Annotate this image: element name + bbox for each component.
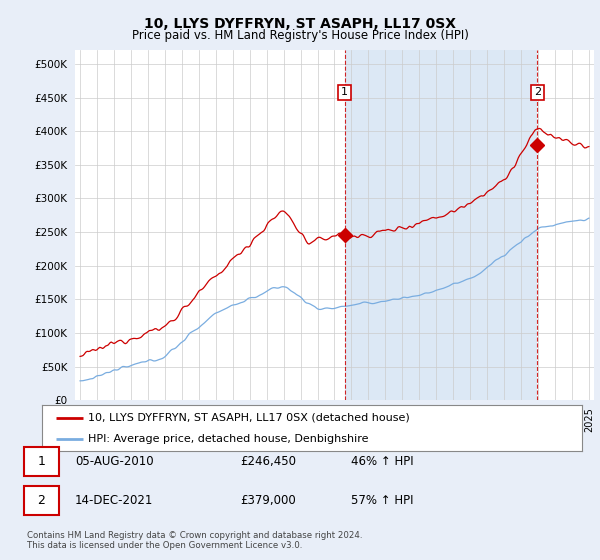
Text: Contains HM Land Registry data © Crown copyright and database right 2024.
This d: Contains HM Land Registry data © Crown c… [27, 531, 362, 550]
Text: £246,450: £246,450 [240, 455, 296, 468]
Text: 10, LLYS DYFFRYN, ST ASAPH, LL17 0SX (detached house): 10, LLYS DYFFRYN, ST ASAPH, LL17 0SX (de… [88, 413, 410, 423]
Text: 05-AUG-2010: 05-AUG-2010 [75, 455, 154, 468]
Text: 1: 1 [341, 87, 348, 97]
Text: 14-DEC-2021: 14-DEC-2021 [75, 494, 154, 507]
Text: 46% ↑ HPI: 46% ↑ HPI [351, 455, 413, 468]
Bar [344, 50, 538, 400]
Text: 10, LLYS DYFFRYN, ST ASAPH, LL17 0SX: 10, LLYS DYFFRYN, ST ASAPH, LL17 0SX [144, 17, 456, 31]
Text: 2: 2 [534, 87, 541, 97]
Text: Price paid vs. HM Land Registry's House Price Index (HPI): Price paid vs. HM Land Registry's House … [131, 29, 469, 42]
Text: 2: 2 [37, 494, 46, 507]
Text: 1: 1 [37, 455, 46, 468]
Text: 57% ↑ HPI: 57% ↑ HPI [351, 494, 413, 507]
Text: HPI: Average price, detached house, Denbighshire: HPI: Average price, detached house, Denb… [88, 435, 368, 444]
Text: £379,000: £379,000 [240, 494, 296, 507]
